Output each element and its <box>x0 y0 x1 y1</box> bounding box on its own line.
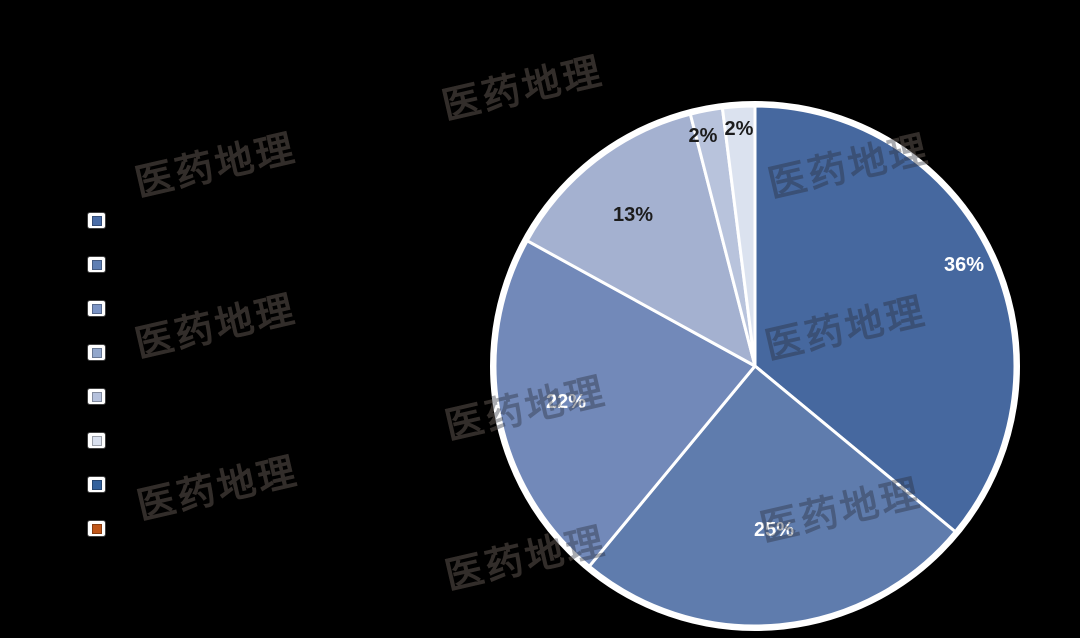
pie-slice-label: 2% <box>689 125 718 147</box>
pie-slice-label: 25% <box>754 519 794 541</box>
pie-outer-ring <box>490 101 1020 631</box>
pie-slice-label: 2% <box>725 118 754 140</box>
pie-slice-label: 22% <box>546 391 586 413</box>
pie-slice-label: 36% <box>944 254 984 276</box>
pie-slice-label: 13% <box>613 204 653 226</box>
